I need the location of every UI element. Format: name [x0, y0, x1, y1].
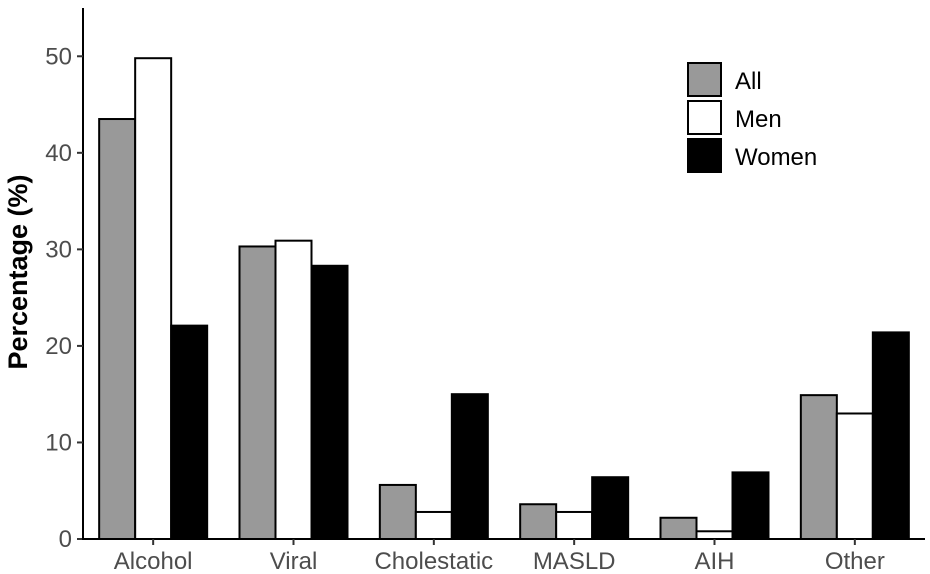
- bar-masld-women: [591, 476, 630, 540]
- bar-aih-all: [659, 516, 698, 541]
- x-tick-label-masld: MASLD: [533, 548, 616, 574]
- legend-label-all: All: [735, 68, 762, 95]
- bar-cholestatic-men: [414, 510, 453, 541]
- legend-label-men: Men: [735, 106, 782, 133]
- bar-cholestatic-all: [378, 483, 417, 540]
- legend-swatch-men: [687, 100, 722, 135]
- y-axis: 0 10 20 30 40 50: [45, 8, 84, 553]
- legend-swatch-women: [687, 138, 722, 173]
- x-tick-label-other: Other: [825, 548, 885, 574]
- bar-cholestatic-women: [450, 393, 489, 540]
- y-tick-label: 30: [45, 236, 72, 263]
- y-tick-label: 50: [45, 43, 72, 70]
- bars-group: [98, 57, 910, 541]
- y-tick-label: 40: [45, 140, 72, 167]
- y-tick-label: 0: [59, 526, 72, 553]
- x-tick-label-alcohol: Alcohol: [114, 548, 193, 574]
- legend-label-women: Women: [735, 144, 817, 171]
- x-axis: Alcohol Viral Cholestatic MASLD AIH Other: [82, 538, 925, 574]
- bar-aih-men: [695, 530, 734, 541]
- x-tick-label-viral: Viral: [270, 548, 318, 574]
- bar-masld-men: [555, 510, 594, 541]
- bar-other-women: [871, 331, 910, 540]
- legend: All Men Women: [687, 62, 817, 173]
- x-tick-label-aih: AIH: [694, 548, 734, 574]
- bar-viral-all: [238, 245, 277, 540]
- legend-swatch-all: [687, 62, 722, 97]
- x-tick-label-cholestatic: Cholestatic: [374, 548, 493, 574]
- bar-aih-women: [731, 471, 770, 540]
- bar-viral-men: [274, 239, 313, 540]
- y-axis-title: Percentage (%): [3, 174, 33, 369]
- bar-other-all: [799, 394, 838, 540]
- bar-masld-all: [519, 503, 558, 540]
- bar-alcohol-all: [98, 118, 137, 540]
- y-tick-label: 20: [45, 333, 72, 360]
- bar-alcohol-men: [134, 57, 173, 540]
- bar-viral-women: [310, 264, 349, 540]
- bar-other-men: [835, 412, 874, 540]
- bar-alcohol-women: [170, 324, 209, 540]
- y-tick-label: 10: [45, 429, 72, 456]
